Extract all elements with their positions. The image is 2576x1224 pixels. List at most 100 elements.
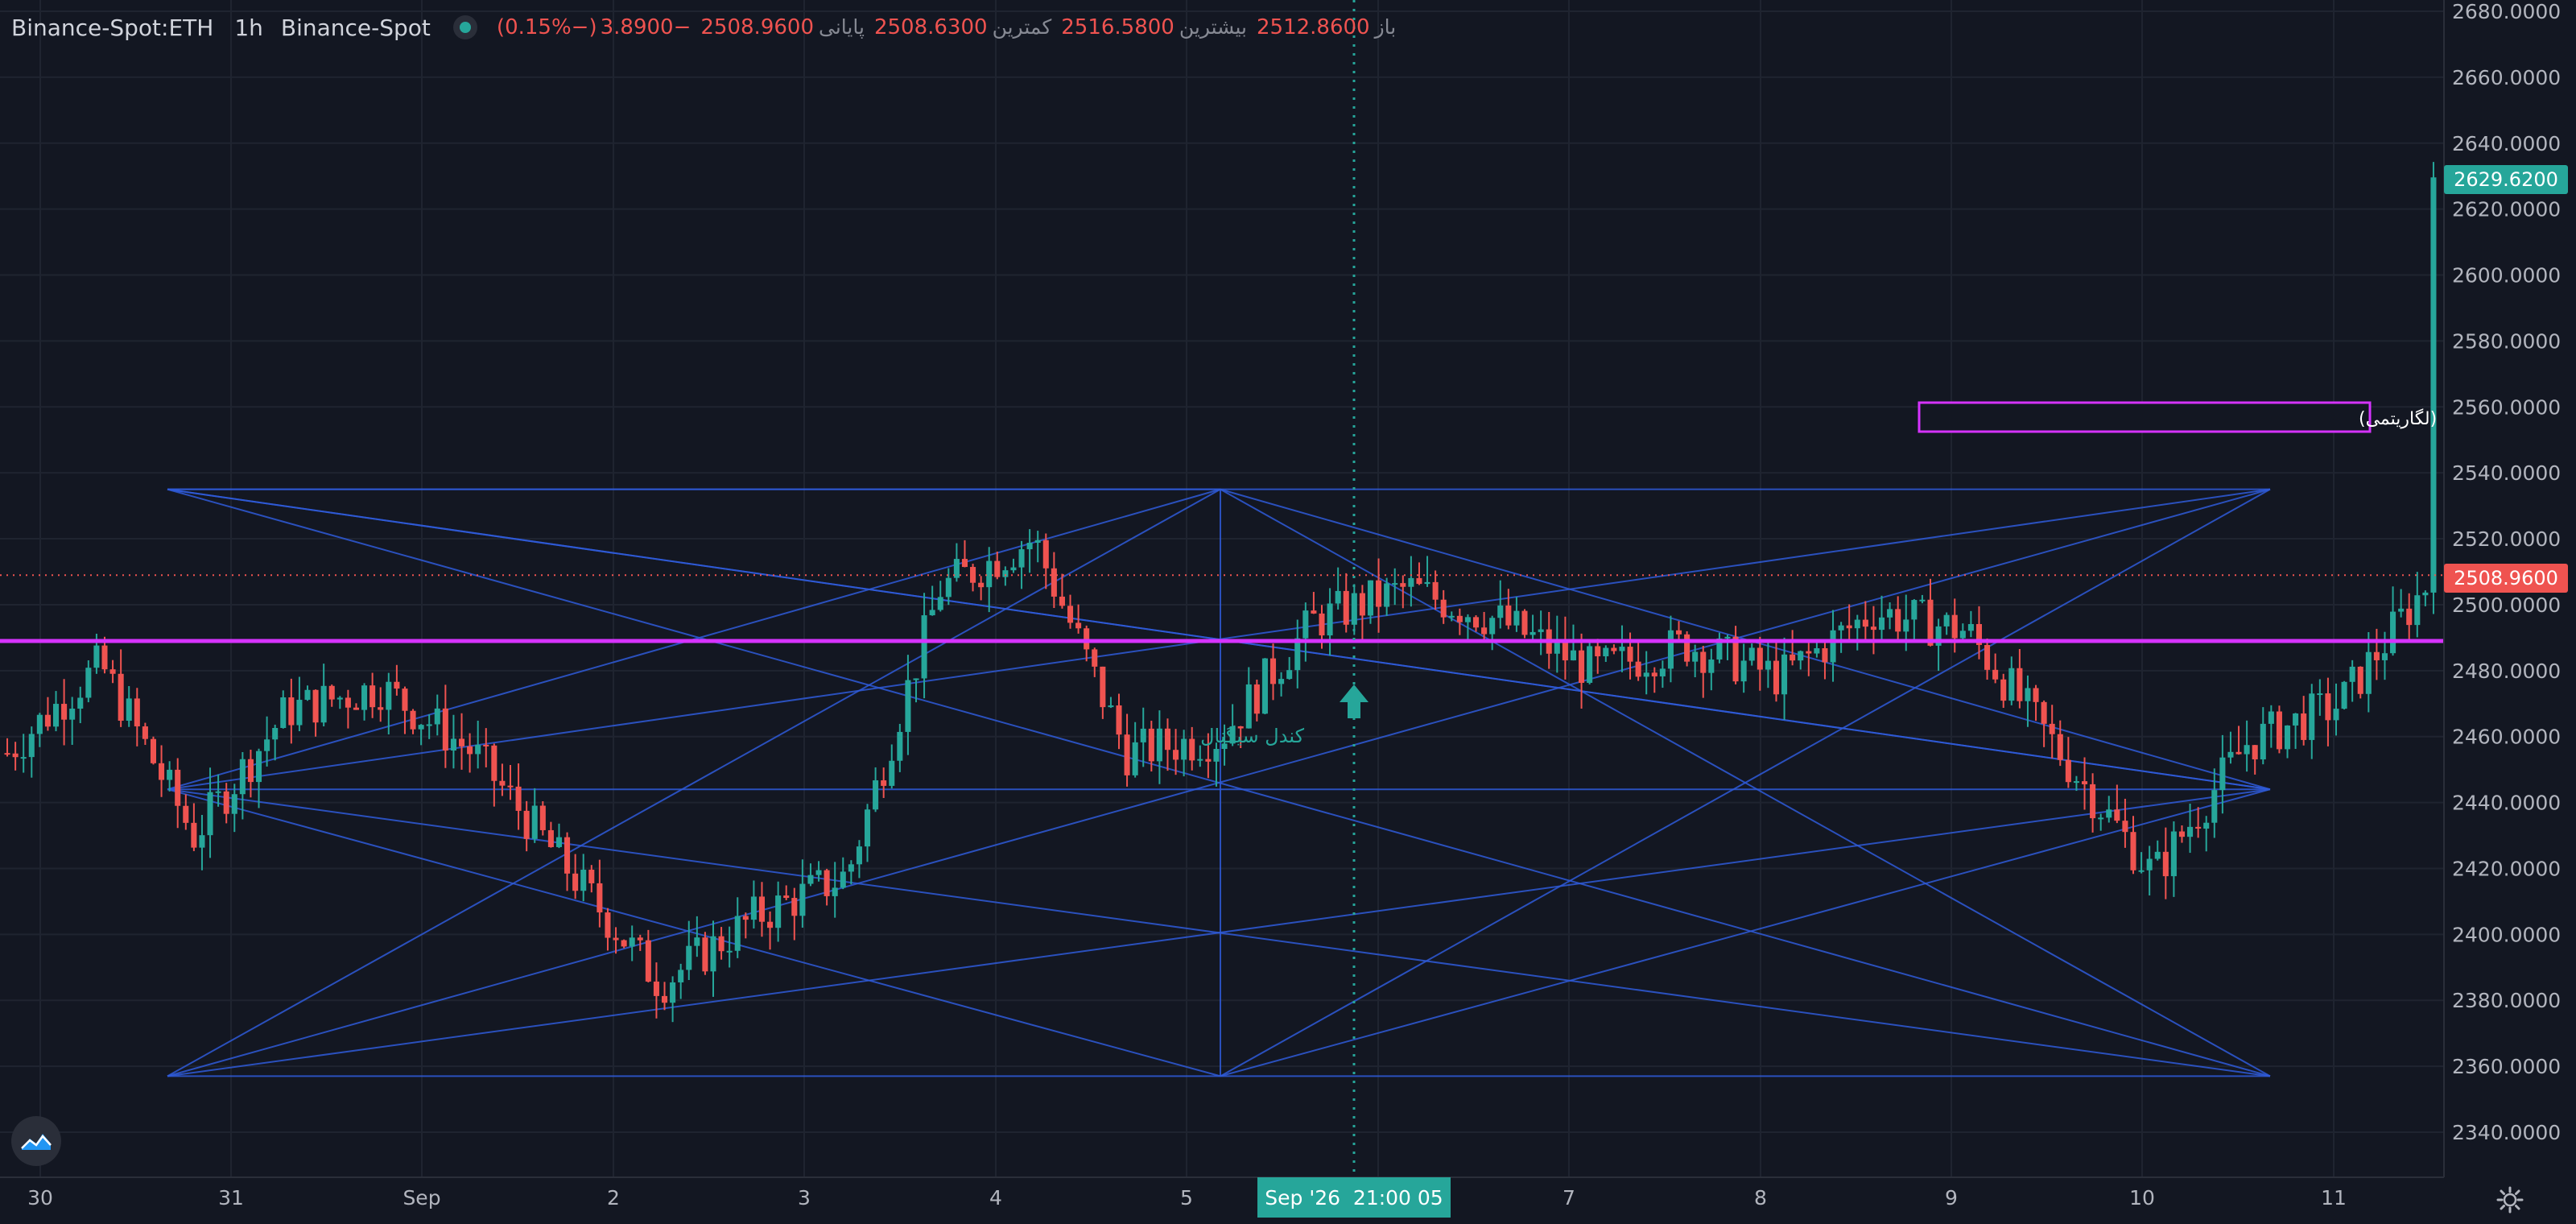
time-axis[interactable]: 3031Sep234567891011 [27,1186,2347,1210]
price-tick-label: 2600.0000 [2452,264,2561,287]
candle-body [467,746,473,755]
candle-body [929,610,935,616]
candle-body [207,792,213,836]
candle-body [2357,666,2363,694]
candle-body [1010,567,1017,571]
candle-body [2219,757,2226,791]
candle-body [1002,570,1009,577]
candle-body [1579,650,1585,683]
timeframe[interactable]: 1h [234,14,263,41]
candle-body [913,678,919,680]
price-tick-label: 2500.0000 [2452,593,2561,617]
candle-body [255,751,262,783]
candle-body [296,700,303,726]
candle-body [312,689,319,723]
time-tick-label: 7 [1563,1186,1575,1210]
candle-body [637,937,643,941]
candle-body [345,697,351,708]
current-price-label: 2629.6200 [2454,168,2558,191]
candle-body [1132,742,1138,775]
candle-body [1432,581,1439,600]
candle-body [1075,622,1082,629]
exchange-name: Binance-Spot [280,14,431,41]
candle-body [491,745,497,781]
time-tick-label: Sep [402,1186,440,1210]
candle-body [378,707,384,710]
candle-body [247,759,254,783]
candle-body [1400,583,1406,587]
candle-body [2106,809,2112,818]
candle-body [1140,728,1146,742]
candle-body [2154,851,2161,859]
candle-body [2301,713,2307,740]
candle-body [2349,666,2355,682]
candle-body [1975,623,1983,645]
candle-body [1732,636,1739,682]
hover-price-label: 2508.9600 [2454,567,2558,589]
candle-body [1392,583,1398,585]
candle-body [994,560,1001,577]
candle-body [1156,728,1162,762]
candle-body [2276,711,2282,750]
grid [0,0,2444,1177]
candle-body [1384,583,1390,607]
candle-body [1651,672,1657,676]
candle-body [2381,653,2388,660]
open-value: 2512.8600 [1257,15,1370,39]
candle-body [2130,832,2136,870]
pattern-line [167,488,2271,1077]
candle-body [85,668,92,698]
candle-body [670,982,676,1003]
time-tick-label: 31 [218,1186,244,1210]
symbol-legend[interactable]: Binance-Spot:ETH 1h Binance-Spot باز 251… [11,11,1396,43]
candle-body [1269,658,1277,684]
candle-body [1830,630,1836,663]
chart-settings-gear-icon[interactable] [2496,1185,2524,1214]
candle-body [1351,593,1357,625]
candle-body [1261,658,1268,714]
time-tick-label: 30 [27,1186,53,1210]
candle-body [661,995,668,1003]
candle-body [1854,619,1860,629]
candle-body [555,837,563,847]
candle-body [1197,759,1203,761]
candle-body [167,769,173,780]
candle-body [2008,668,2015,701]
candle-body [2252,745,2258,760]
candle-body [702,937,708,972]
candle-body [2325,693,2331,721]
price-tick-label: 2640.0000 [2452,132,2561,155]
candle-body [824,870,830,896]
candle-body [1294,638,1301,671]
candle-body [215,791,221,793]
tradingview-logo-icon[interactable] [11,1116,61,1166]
time-tick-label: 8 [1754,1186,1767,1210]
price-axis[interactable]: 2680.0000 2660.0000 2640.0000 2620.0000 2600… [2452,0,2561,1144]
candle-body [1221,743,1228,750]
candle-body [873,780,879,810]
candle-body [1229,726,1236,744]
candle-body [515,786,522,811]
candle-body [507,785,514,788]
candle-body [418,725,424,730]
candle-body [2260,723,2266,760]
price-tick-label: 2420.0000 [2452,857,2561,880]
signal-arrow-icon[interactable]: کندل سیگنال [1200,684,1368,747]
candle-body [1026,543,1033,550]
candle-body [1846,625,1852,629]
candle-body [2073,781,2079,784]
candle-body [832,887,838,896]
candle-body [758,896,766,922]
candle-body [2406,608,2413,626]
symbol-name[interactable]: Binance-Spot:ETH [11,14,214,41]
candle-body [175,769,181,806]
candle-body [1959,631,1966,639]
candle-body [1367,580,1374,616]
time-tick-label: 2 [607,1186,620,1210]
candle-body [336,697,343,700]
candle-body [264,739,270,751]
candle-body [2146,858,2153,870]
